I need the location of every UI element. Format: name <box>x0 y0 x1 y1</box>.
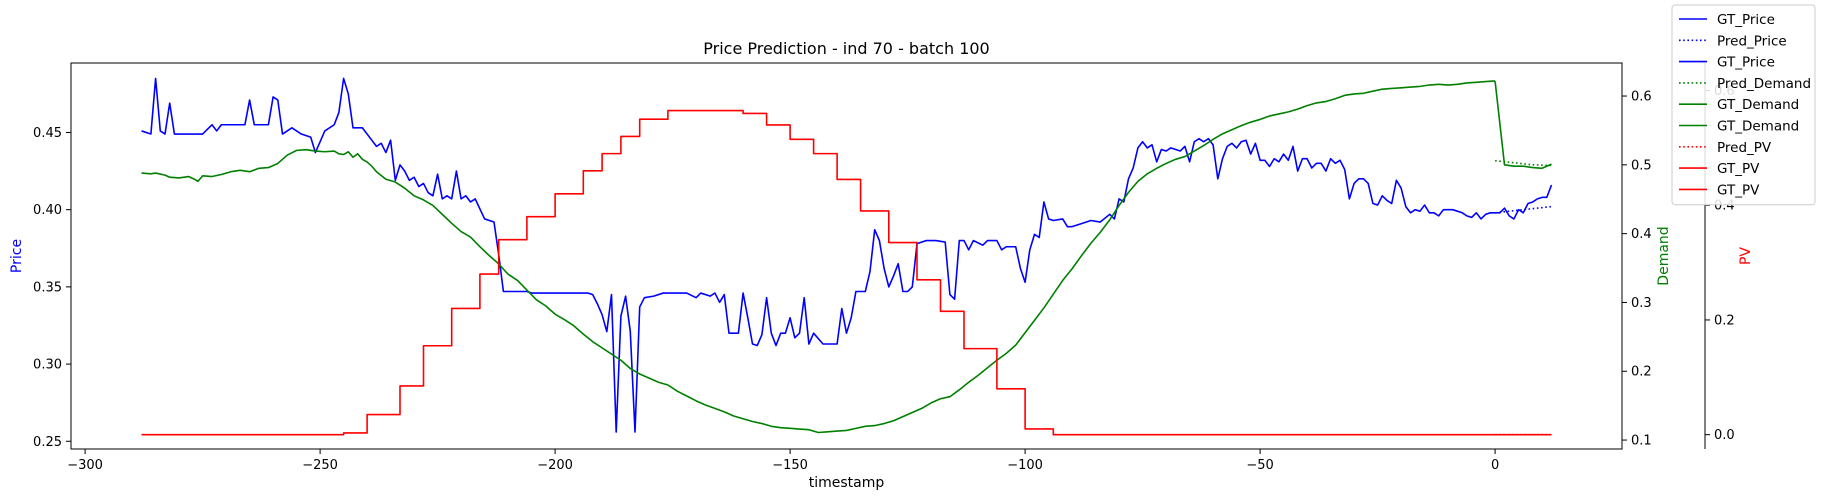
legend-label: Pred_Price <box>1717 33 1787 49</box>
pv-tick-label: 0.0 <box>1714 428 1735 443</box>
chart-title: Price Prediction - ind 70 - batch 100 <box>703 39 989 58</box>
x-tick-label: −50 <box>1246 458 1273 473</box>
demand-axis-label: Demand <box>1656 226 1672 285</box>
demand-tick-label: 0.1 <box>1631 434 1652 449</box>
series-gt-price-0 <box>141 77 1496 433</box>
x-tick-label: −150 <box>772 458 808 473</box>
price-tick-label: 0.40 <box>33 203 62 218</box>
series-gt-pv-4 <box>141 109 1552 436</box>
series-pred-price-2 <box>1495 205 1552 214</box>
legend-label: Pred_PV <box>1717 140 1772 156</box>
series-gt-demand-3 <box>141 80 1496 434</box>
series-gt-price-1 <box>1495 184 1553 220</box>
demand-tick-label: 0.4 <box>1631 227 1652 242</box>
legend-label: GT_Demand <box>1717 97 1799 113</box>
price-tick-label: 0.45 <box>33 126 62 141</box>
plot-frame <box>70 62 1623 450</box>
legend-label: GT_Price <box>1717 12 1775 28</box>
price-tick-label: 0.25 <box>33 435 62 450</box>
price-axis-label: Price <box>9 239 25 273</box>
x-tick-label: 0 <box>1491 458 1499 473</box>
legend-label: GT_Price <box>1717 55 1775 71</box>
x-tick-label: −100 <box>1007 458 1043 473</box>
pv-tick-label: 0.2 <box>1714 313 1735 328</box>
x-axis-label: timestamp <box>809 475 885 491</box>
legend-label: GT_PV <box>1717 182 1760 198</box>
demand-tick-label: 0.2 <box>1631 365 1652 380</box>
legend-label: Pred_Demand <box>1717 76 1811 92</box>
price-tick-label: 0.35 <box>33 280 62 295</box>
demand-tick-label: 0.6 <box>1631 90 1652 105</box>
price-tick-label: 0.30 <box>33 358 62 373</box>
legend-label: GT_PV <box>1717 161 1760 177</box>
x-tick-label: −300 <box>67 458 103 473</box>
legend-label: GT_Demand <box>1717 119 1799 135</box>
series-gt-demand-6 <box>1494 81 1552 170</box>
pv-axis-label: PV <box>1738 247 1754 265</box>
demand-tick-label: 0.5 <box>1631 158 1652 173</box>
series-pred-demand-7 <box>1495 159 1552 167</box>
x-tick-label: −250 <box>302 458 338 473</box>
legend-box <box>1671 4 1816 206</box>
x-tick-label: −200 <box>537 458 573 473</box>
demand-tick-label: 0.3 <box>1631 296 1652 311</box>
